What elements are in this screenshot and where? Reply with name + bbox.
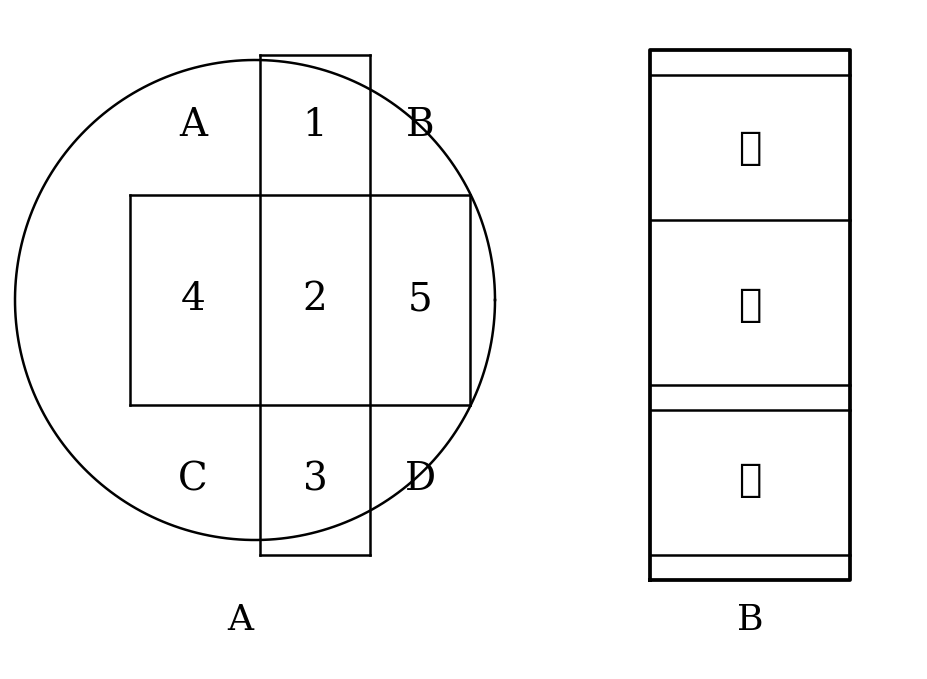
- Text: 下: 下: [738, 461, 762, 499]
- Text: 1: 1: [303, 107, 327, 143]
- Text: A: A: [227, 603, 253, 637]
- Text: C: C: [178, 462, 208, 498]
- Text: D: D: [404, 462, 436, 498]
- Text: 中: 中: [738, 286, 762, 324]
- Text: 4: 4: [181, 282, 206, 318]
- Text: 5: 5: [408, 282, 432, 318]
- Text: B: B: [406, 107, 435, 143]
- Text: 2: 2: [302, 282, 327, 318]
- Text: B: B: [737, 603, 763, 637]
- Text: 上: 上: [738, 129, 762, 167]
- Text: A: A: [179, 107, 207, 143]
- Text: 3: 3: [302, 462, 327, 498]
